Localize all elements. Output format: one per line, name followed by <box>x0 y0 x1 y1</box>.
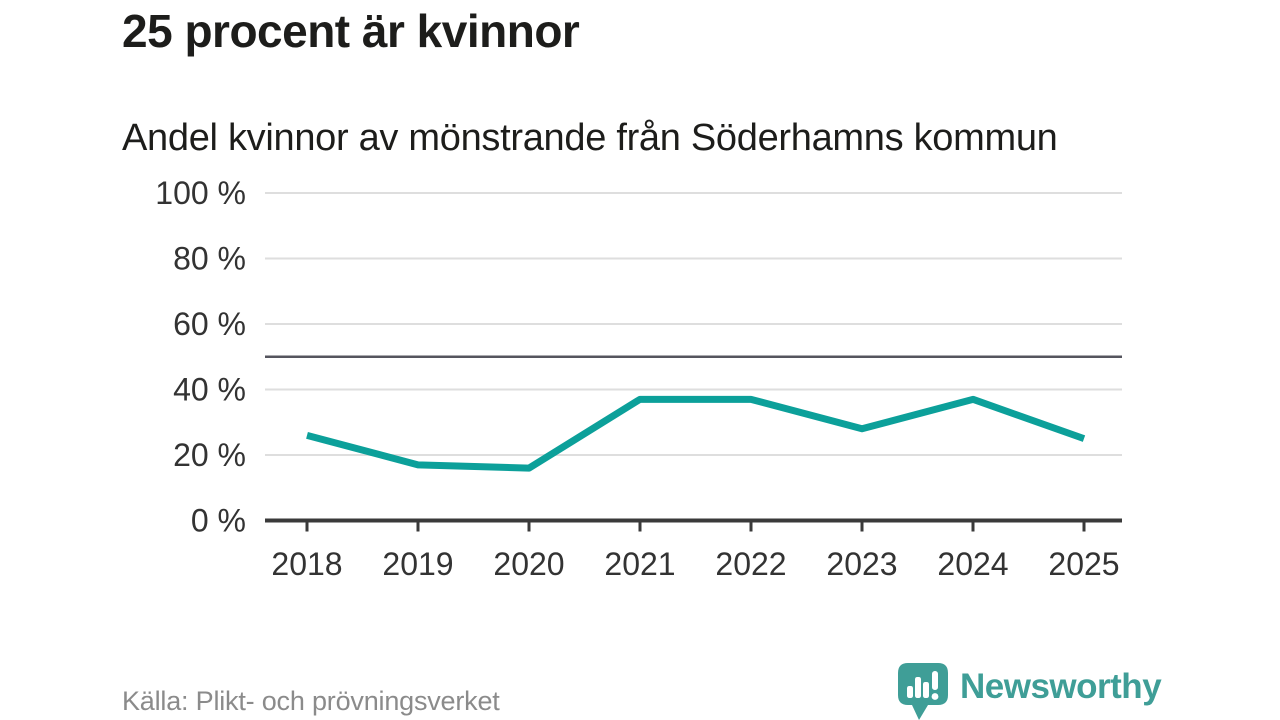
newsworthy-logo-text: Newsworthy <box>960 667 1162 706</box>
x-axis-ticks <box>305 522 1086 532</box>
svg-text:2025: 2025 <box>1048 546 1119 582</box>
svg-text:0 %: 0 % <box>191 503 246 539</box>
exclamation-glyph <box>931 671 939 700</box>
svg-text:20 %: 20 % <box>173 437 246 473</box>
y-axis-labels: 0 % 20 % 40 % 60 % 80 % 100 % <box>155 175 246 539</box>
svg-text:40 %: 40 % <box>173 372 246 408</box>
svg-text:80 %: 80 % <box>173 241 246 277</box>
svg-text:2024: 2024 <box>937 546 1008 582</box>
svg-text:60 %: 60 % <box>173 306 246 342</box>
newsworthy-logo: Newsworthy <box>898 663 1162 720</box>
bar-chart-glyph <box>907 677 929 698</box>
chart-title: 25 procent är kvinnor <box>122 5 580 57</box>
svg-text:2022: 2022 <box>715 546 786 582</box>
data-line <box>306 395 1086 472</box>
svg-text:100 %: 100 % <box>155 175 246 211</box>
source-note: Källa: Plikt- och prövningsverket <box>122 686 500 716</box>
svg-text:2021: 2021 <box>604 546 675 582</box>
svg-text:2020: 2020 <box>493 546 564 582</box>
chart-subtitle: Andel kvinnor av mönstrande från Söderha… <box>122 117 1058 159</box>
newsworthy-logo-icon <box>898 663 948 720</box>
y-gridlines <box>265 192 1122 456</box>
svg-text:2019: 2019 <box>382 546 453 582</box>
svg-text:2023: 2023 <box>826 546 897 582</box>
svg-text:2018: 2018 <box>271 546 342 582</box>
x-axis-labels: 2018 2019 2020 2021 2022 2023 2024 2025 <box>271 546 1119 582</box>
